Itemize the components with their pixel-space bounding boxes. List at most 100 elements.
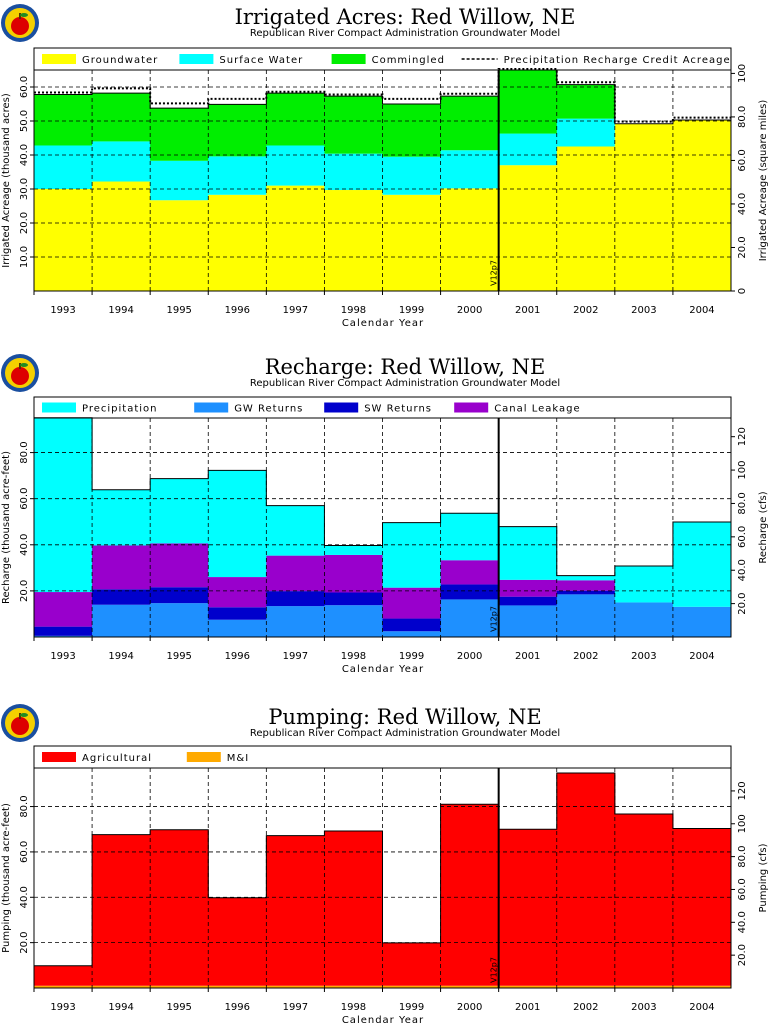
y-right-axis-label: Recharge (cfs) (758, 491, 768, 563)
x-tick-label: 1994 (108, 1002, 133, 1013)
x-tick-label: 1998 (341, 651, 366, 662)
bar-segment (266, 591, 325, 607)
x-tick-label: 1994 (108, 651, 133, 662)
bar-segment (382, 631, 442, 637)
bar-segment (498, 985, 558, 988)
y-tick-label: 40.0 (19, 534, 30, 556)
bar-segment (34, 985, 93, 988)
logo-leaf (20, 13, 28, 17)
y-tick-label: 40.0 (19, 886, 30, 908)
chart-subtitle: Republican River Compact Administration … (250, 728, 560, 739)
bar-segment (614, 602, 674, 637)
legend-swatch (194, 402, 229, 413)
bar-segment (34, 189, 93, 291)
x-tick-label: 2001 (515, 651, 540, 662)
legend-label: Agricultural (82, 753, 152, 764)
legend-swatch (454, 402, 489, 413)
logo-apple (11, 367, 29, 385)
y-right-axis-label: Pumping (cfs) (758, 843, 768, 912)
bar-segment (614, 814, 674, 986)
x-tick-label: 2002 (573, 1002, 598, 1013)
bar-segment (208, 470, 267, 578)
bar-segment (92, 489, 151, 546)
bar-segment (266, 185, 325, 291)
bar-segment (498, 526, 558, 580)
bar-segment (92, 985, 151, 988)
bar-segment (440, 96, 500, 151)
bar-segment (440, 599, 500, 637)
stack-outline (34, 772, 731, 967)
legend-label: GW Returns (234, 404, 303, 415)
y-tick-label: 30.0 (19, 178, 30, 200)
bar-segment (498, 165, 558, 291)
bar-segment (440, 560, 500, 585)
bar-segment (382, 942, 442, 986)
version-marker-label: V12p7 (490, 957, 499, 983)
chart-title: Recharge: Red Willow, NE (265, 355, 546, 379)
bar-segment (266, 835, 325, 986)
y-right-tick-label: 40.0 (737, 559, 748, 581)
bar-segment (382, 587, 442, 619)
y-right-tick-label: 20.0 (737, 592, 748, 614)
x-tick-label: 2000 (457, 651, 482, 662)
logo-apple (11, 717, 29, 735)
x-tick-label: 1995 (166, 305, 191, 316)
bar-segment (498, 579, 558, 597)
legend-swatch (42, 54, 76, 64)
y-tick-label: 10.0 (19, 246, 30, 268)
y-right-tick-label: 80.0 (737, 845, 748, 867)
bar-segment (324, 592, 383, 606)
bar-segment (614, 565, 674, 603)
bar-segment (208, 104, 267, 157)
x-tick-label: 1997 (283, 1002, 308, 1013)
x-tick-label: 1994 (108, 305, 133, 316)
logo-leaf (20, 713, 28, 717)
x-tick-label: 2003 (631, 651, 656, 662)
bar-segment (266, 505, 325, 556)
bar-segment (324, 554, 383, 593)
bar-segment (324, 605, 383, 637)
x-tick-label: 1995 (166, 1002, 191, 1013)
bar-segment (440, 513, 500, 561)
version-marker-label: V12p7 (490, 260, 499, 286)
bar-segment (498, 133, 558, 166)
x-tick-label: 2002 (573, 305, 598, 316)
legend-label: Precipitation Recharge Credit Acreage (504, 55, 731, 66)
legend-label: Commingled (372, 55, 445, 66)
bar-segment (92, 834, 151, 986)
bar-segment (672, 985, 732, 988)
x-tick-label: 1998 (341, 305, 366, 316)
x-tick-label: 1999 (399, 651, 424, 662)
y-tick-label: 20.0 (19, 212, 30, 234)
legend-label: SW Returns (364, 404, 432, 415)
bar-segment (556, 590, 616, 595)
bar-segment (440, 804, 500, 986)
logo-stem (19, 713, 21, 719)
y-right-tick-label: 80.0 (737, 106, 748, 128)
x-tick-label: 1998 (341, 1002, 366, 1013)
bar-segment (440, 985, 500, 988)
bar-segment (150, 587, 209, 604)
bar-segment (92, 589, 151, 605)
x-tick-label: 2004 (689, 305, 714, 316)
bar-segment (556, 146, 616, 291)
bar-segment (34, 626, 93, 636)
bar-segment (92, 181, 151, 291)
bar-segment (92, 604, 151, 637)
bar-segment (382, 618, 442, 632)
logo-leaf (20, 363, 28, 367)
y-tick-label: 50.0 (19, 110, 30, 132)
y-tick-label: 20.0 (19, 932, 30, 954)
legend-label: M&I (227, 753, 249, 764)
x-tick-label: 2001 (515, 305, 540, 316)
x-tick-label: 1996 (225, 1002, 250, 1013)
y-tick-label: 60.0 (19, 488, 30, 510)
bar-segment (208, 607, 267, 620)
bar-segment (498, 70, 558, 134)
bar-segment (266, 606, 325, 637)
bar-segment (614, 123, 674, 291)
y-tick-label: 80.0 (19, 441, 30, 463)
x-tick-label: 2000 (457, 1002, 482, 1013)
x-tick-label: 2001 (515, 1002, 540, 1013)
